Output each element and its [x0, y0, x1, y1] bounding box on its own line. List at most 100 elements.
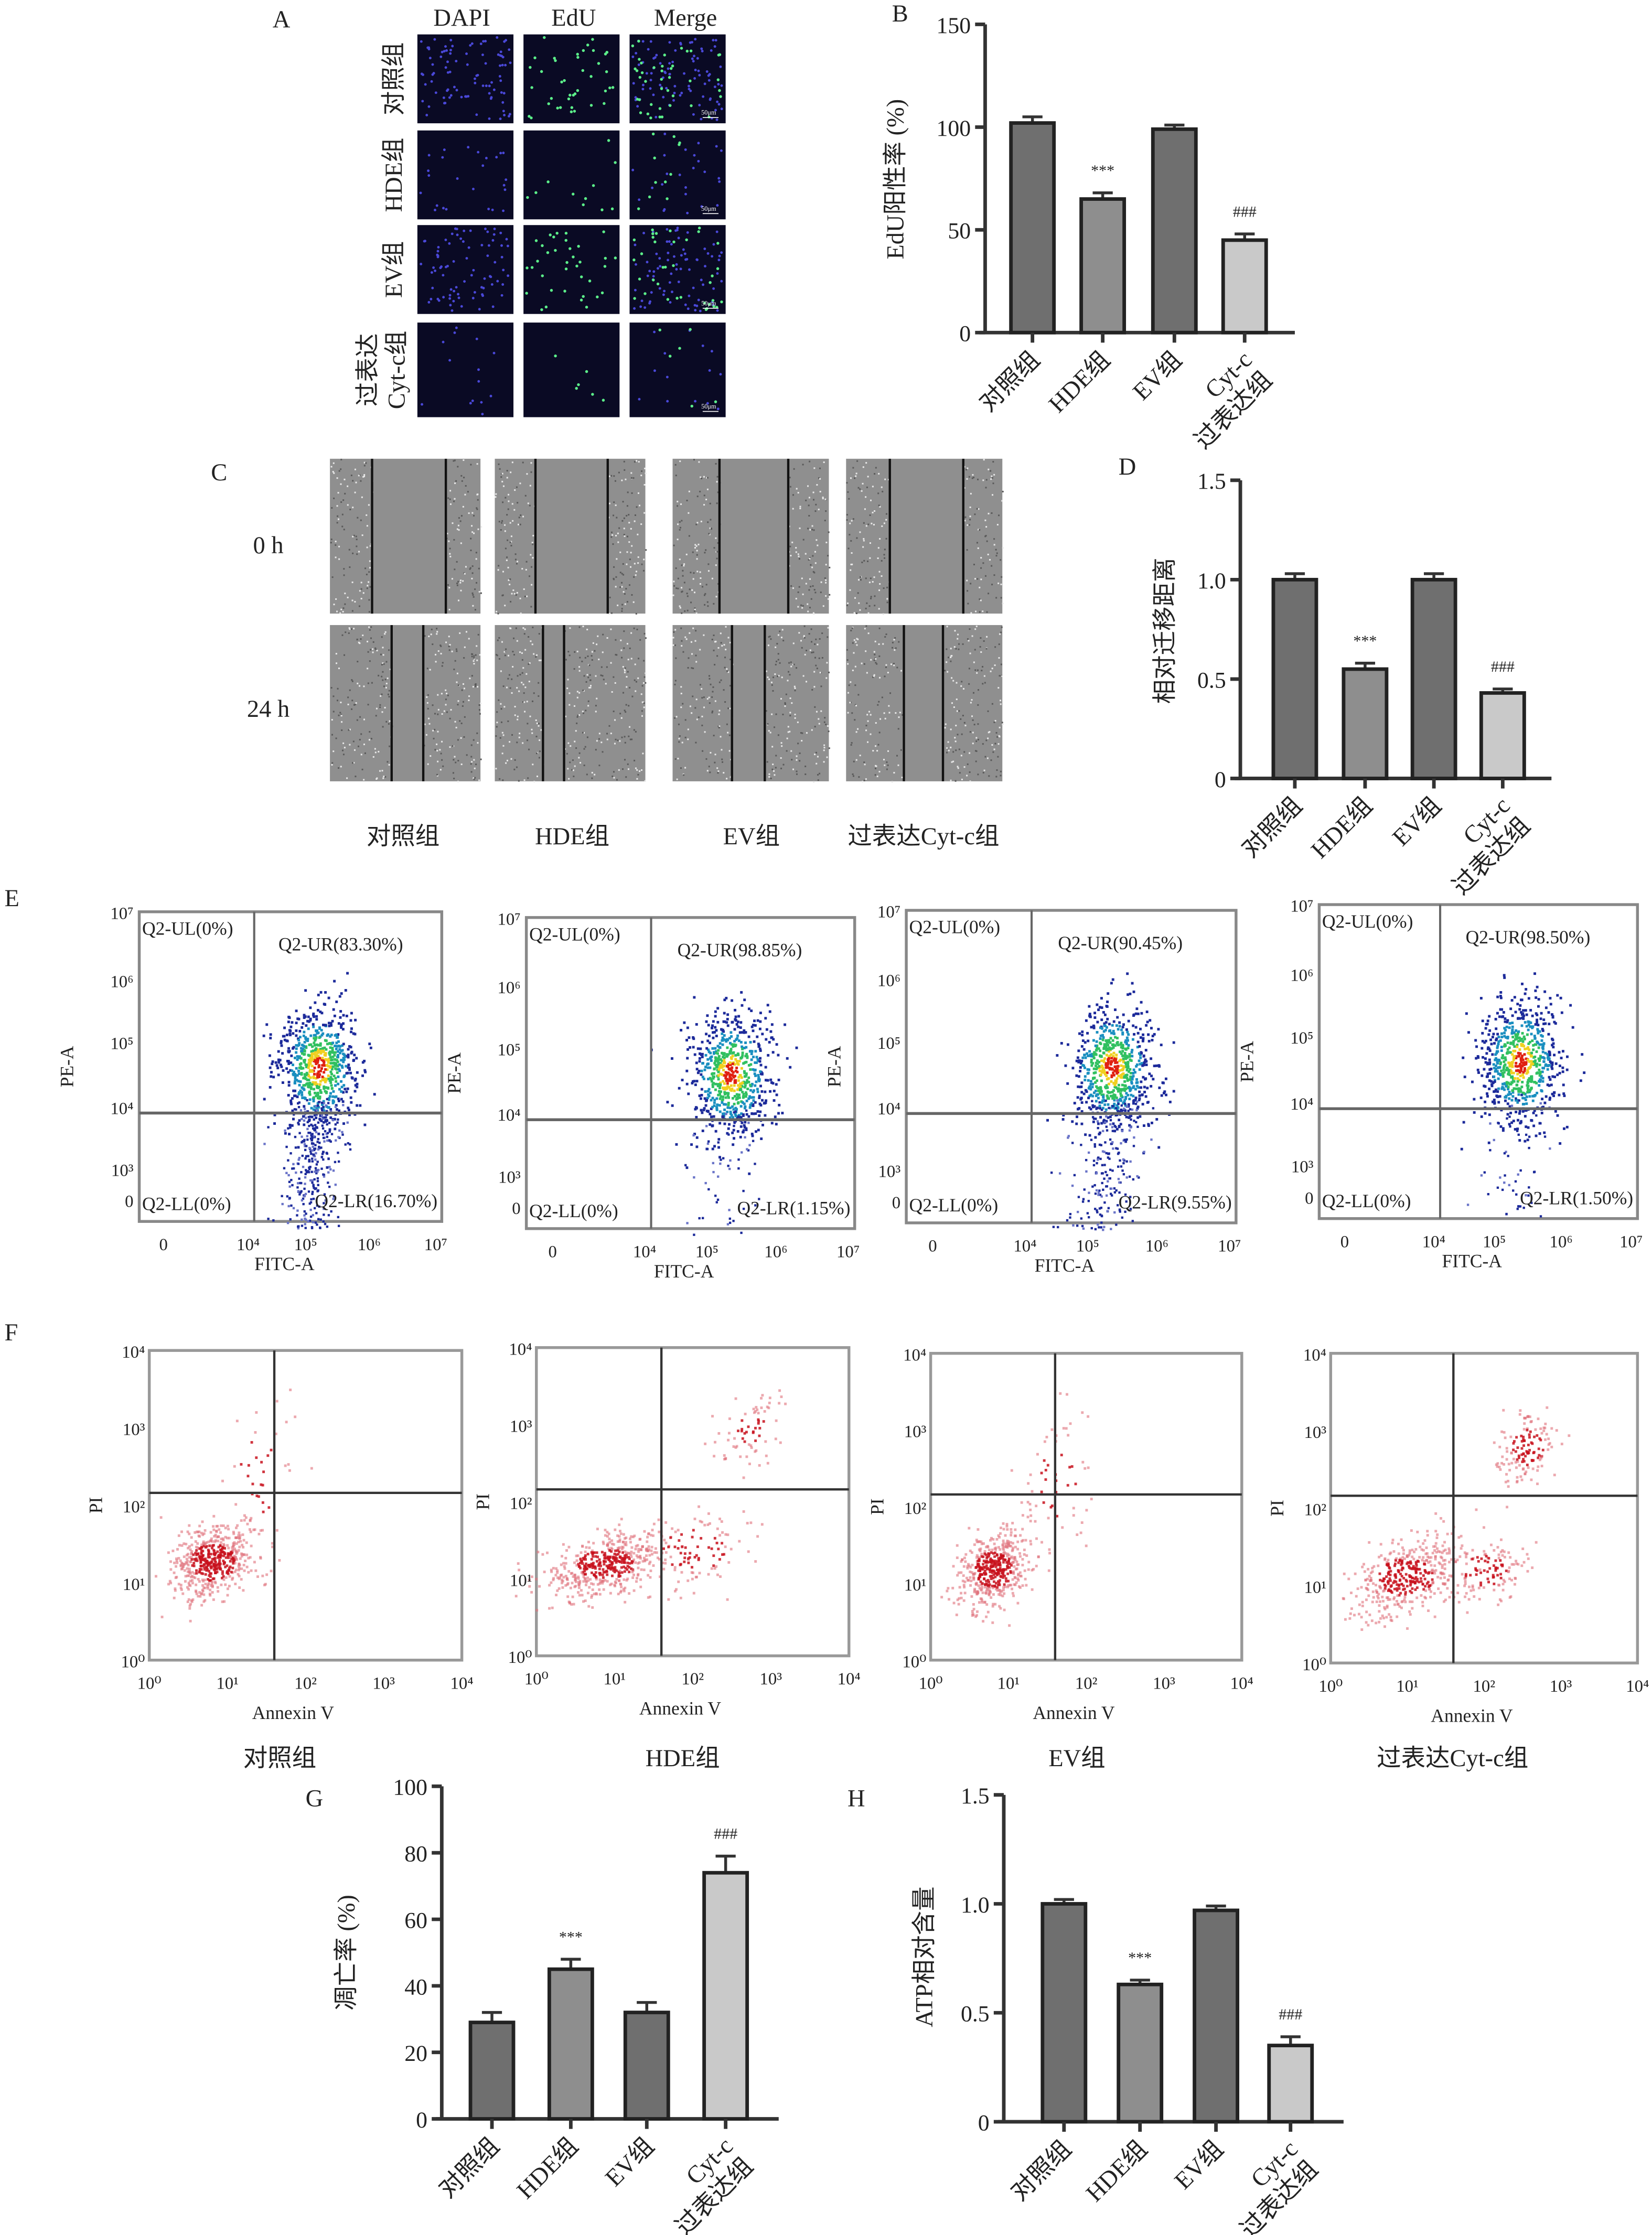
scale-bar-label: 50μm	[701, 403, 716, 410]
cell-speck	[428, 723, 431, 725]
event-dot	[680, 1029, 683, 1031]
event-dot	[277, 1061, 281, 1064]
edu-dot	[530, 266, 534, 269]
y-axis-label: EdU阳性率 (%)	[883, 99, 909, 260]
event-dot	[317, 1009, 319, 1012]
event-dot	[723, 1093, 726, 1095]
cell-speck	[495, 735, 497, 737]
event-dot	[723, 1034, 726, 1037]
event-dot	[303, 1052, 306, 1056]
cell-speck	[339, 712, 341, 714]
nucleus-dot	[448, 294, 452, 297]
event-dot	[706, 1097, 709, 1100]
event-dot	[300, 1067, 303, 1070]
event-dot	[685, 1082, 689, 1086]
event-dot	[296, 1095, 299, 1099]
cell-speck	[695, 699, 698, 701]
event-dot	[1115, 1108, 1119, 1111]
cell-speck	[621, 479, 623, 481]
cell-speck	[539, 750, 541, 753]
cell-speck	[796, 770, 798, 772]
cell-speck	[456, 650, 458, 652]
event-dot	[298, 1036, 302, 1039]
cell-speck	[509, 522, 511, 524]
event-dot	[348, 1109, 350, 1112]
edu-dot	[541, 244, 544, 248]
event-dot	[718, 1104, 721, 1107]
cell-speck	[726, 668, 728, 670]
event-dot	[329, 1070, 332, 1073]
y-tick-label: 10⁴	[497, 1106, 520, 1125]
cell-speck	[874, 774, 876, 776]
cell-speck	[441, 713, 443, 715]
nucleus-dot	[662, 95, 665, 99]
event-dot	[713, 1145, 716, 1148]
event-dot	[333, 1054, 336, 1057]
event-dot	[687, 1092, 690, 1095]
event-dot	[334, 1064, 337, 1067]
cell-speck	[502, 779, 504, 781]
event-dot	[750, 1009, 753, 1012]
cell-speck	[885, 513, 887, 515]
category-label: HDE组	[1044, 347, 1115, 418]
cell-speck	[587, 655, 589, 657]
event-dot	[735, 1108, 738, 1111]
event-dot	[305, 1063, 308, 1066]
event-dot	[1105, 1120, 1108, 1123]
cell-speck	[824, 520, 826, 522]
event-dot	[721, 1032, 724, 1035]
event-dot	[339, 1051, 342, 1055]
cell-speck	[851, 742, 853, 744]
nucleus-dot	[689, 89, 692, 92]
cell-speck	[634, 514, 636, 516]
cell-speck	[713, 635, 715, 637]
significance-mark: ***	[559, 1928, 583, 1946]
cell-speck	[817, 779, 819, 781]
nucleus-dot	[688, 294, 691, 297]
cell-speck	[440, 645, 442, 647]
event-dot	[304, 1148, 307, 1152]
nucleus-dot	[502, 209, 505, 212]
nucleus-dot	[448, 70, 452, 73]
event-dot	[721, 1098, 724, 1101]
cell-speck	[342, 499, 345, 501]
cell-speck	[426, 702, 428, 704]
cell-speck	[868, 582, 871, 584]
nucleus-dot	[696, 57, 699, 60]
event-dot	[312, 1049, 315, 1052]
nucleus-dot	[427, 174, 431, 177]
event-dot	[291, 1184, 294, 1187]
edu-dot	[703, 302, 706, 305]
cell-speck	[878, 627, 881, 629]
cell-speck	[369, 660, 371, 662]
event-dot	[701, 1076, 704, 1079]
cell-speck	[476, 645, 478, 647]
event-dot	[742, 1130, 745, 1133]
event-dot	[744, 1041, 747, 1044]
cell-speck	[955, 648, 957, 650]
cell-speck	[985, 479, 988, 481]
event-dot	[741, 1054, 744, 1057]
event-dot	[1082, 1048, 1086, 1051]
event-dot	[299, 1062, 303, 1065]
cell-speck	[509, 578, 511, 580]
cell-speck	[610, 531, 613, 533]
event-dot	[746, 1055, 749, 1058]
cell-speck	[335, 541, 337, 543]
event-dot	[287, 1020, 290, 1024]
cell-speck	[360, 638, 362, 640]
cell-speck	[510, 535, 512, 538]
cell-speck	[672, 594, 674, 596]
event-dot	[740, 1112, 743, 1115]
cell-speck	[946, 648, 948, 650]
cell-speck	[387, 677, 389, 679]
cell-speck	[624, 670, 626, 672]
nucleus-dot	[679, 41, 682, 45]
nucleus-dot	[448, 297, 452, 300]
event-dot	[756, 1058, 759, 1061]
edu-dot	[648, 195, 651, 199]
cell-speck	[796, 773, 798, 775]
cell-speck	[887, 750, 889, 752]
panel-c-scratch	[330, 458, 1004, 783]
event-dot	[361, 1074, 364, 1077]
